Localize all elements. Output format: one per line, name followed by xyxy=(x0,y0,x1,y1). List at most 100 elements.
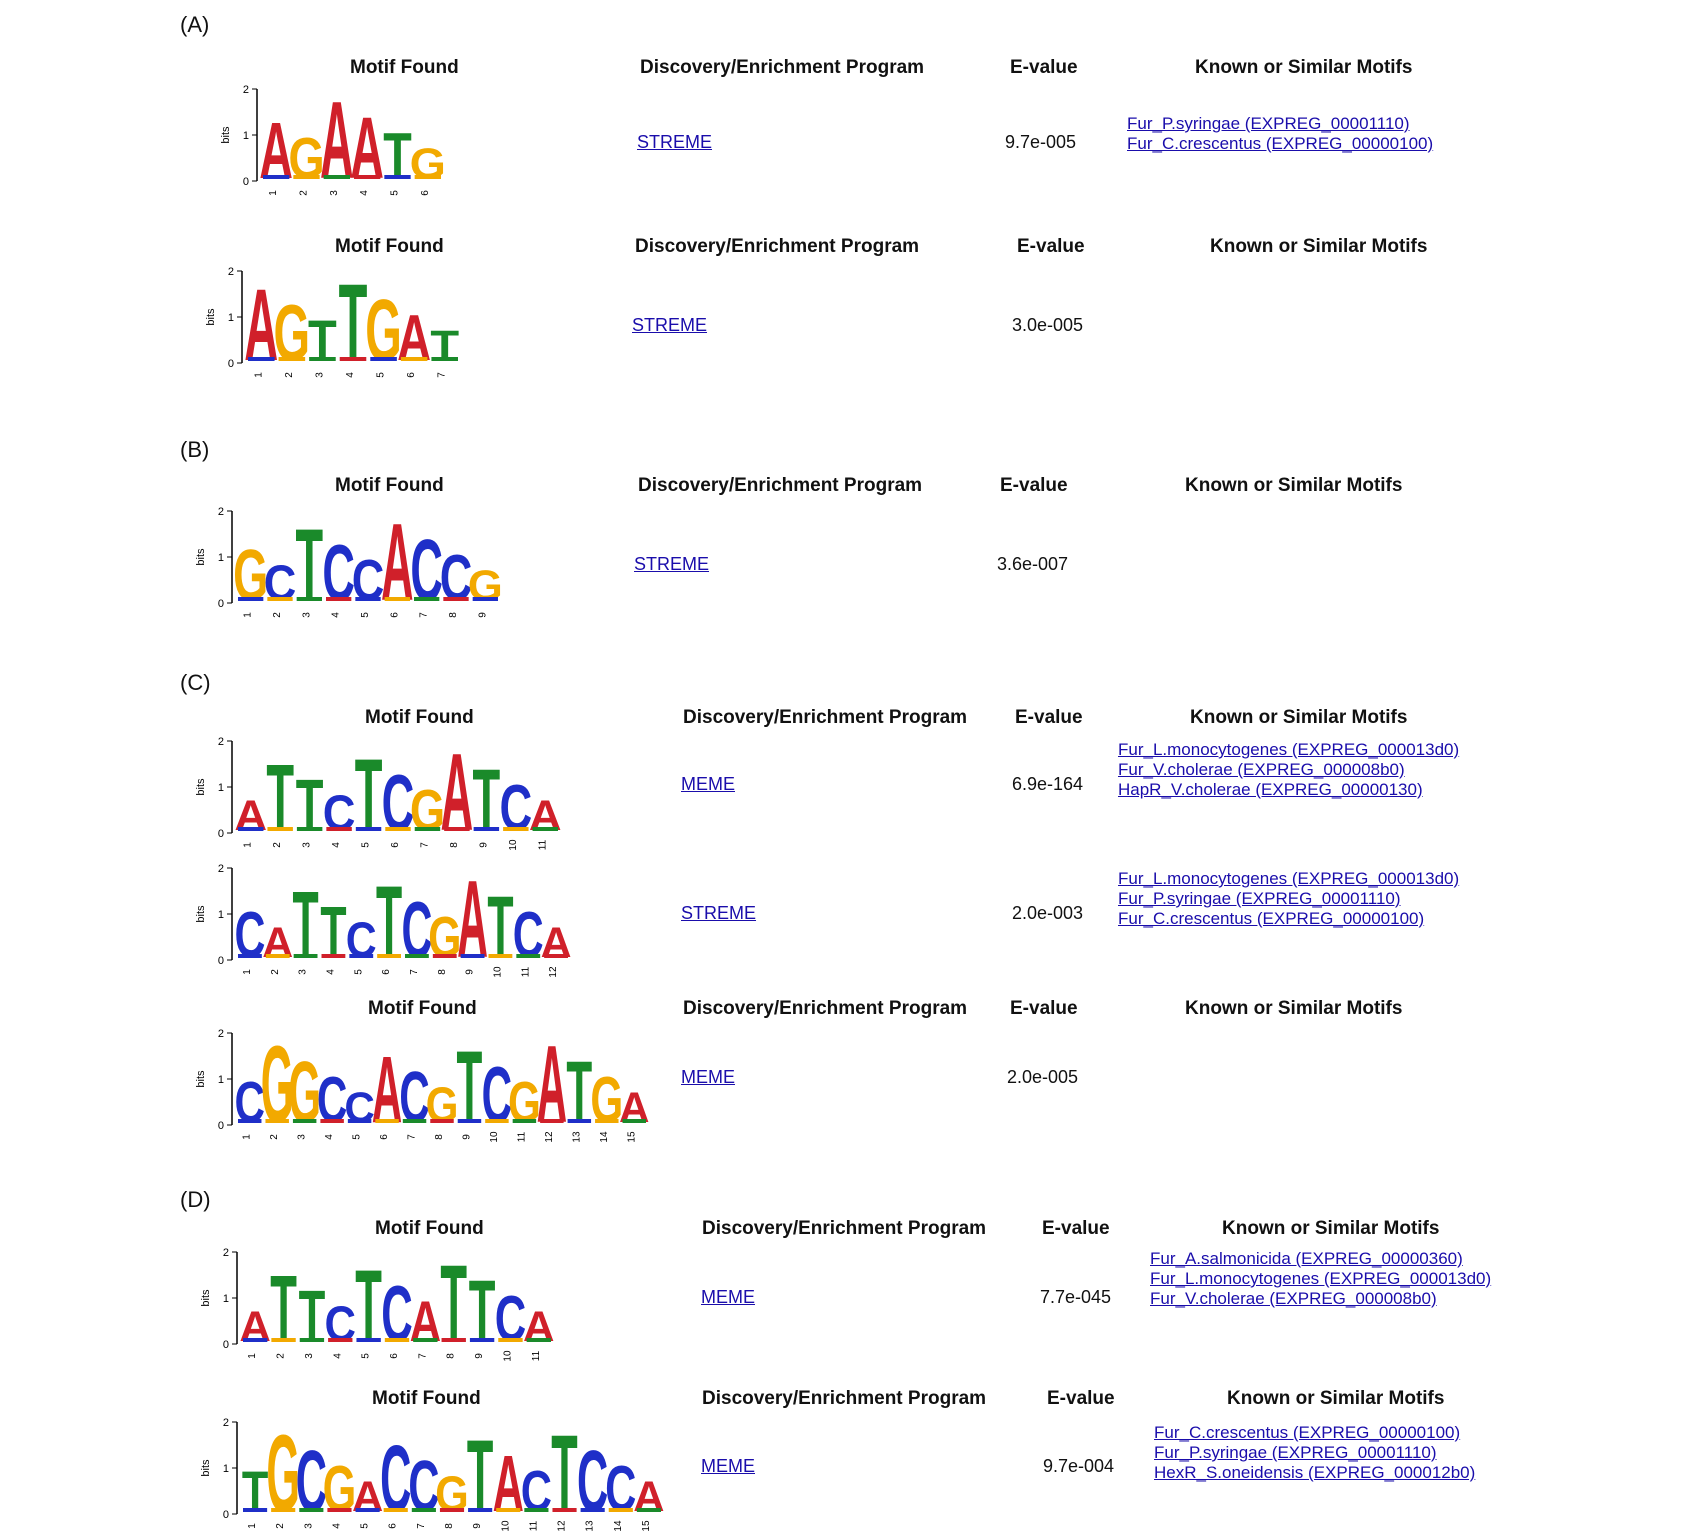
position-label: 6 xyxy=(389,612,400,618)
program-link[interactable]: STREME xyxy=(637,132,713,152)
position-label: 9 xyxy=(461,1134,472,1140)
logo-minor-letter xyxy=(414,827,441,831)
logo-minor-letter xyxy=(238,597,264,601)
logo-minor-letter xyxy=(320,1119,344,1123)
logo-minor-letter xyxy=(384,1338,410,1342)
y-tick-label: 0 xyxy=(218,1120,224,1132)
position-label: 2 xyxy=(299,190,310,196)
logo-minor-letter xyxy=(299,1508,324,1512)
program-link[interactable]: MEME xyxy=(681,774,735,794)
position-label: 11 xyxy=(537,839,548,850)
position-label: 2 xyxy=(269,1134,280,1140)
known-motifs-list: Fur_P.syringae (EXPREG_00001110) Fur_C.cr… xyxy=(1127,114,1433,154)
logo-minor-letter xyxy=(356,1338,381,1342)
position-label: 2 xyxy=(276,1353,287,1359)
known-motif-link[interactable]: Fur_P.syringae (EXPREG_00001110) xyxy=(1127,114,1410,133)
logo-minor-letter xyxy=(326,827,352,831)
logo-letter: T xyxy=(355,1249,382,1363)
logo-minor-letter xyxy=(636,1508,661,1512)
program-link[interactable]: MEME xyxy=(701,1456,755,1476)
program-link[interactable]: STREME xyxy=(632,315,708,335)
known-motif-link[interactable]: HapR_V.cholerae (EXPREG_00000130) xyxy=(1118,780,1423,799)
position-label: 1 xyxy=(243,842,254,848)
logo-minor-letter xyxy=(405,954,429,958)
position-label: 14 xyxy=(599,1131,610,1143)
logo-minor-letter xyxy=(414,597,440,601)
logo-letter: T xyxy=(296,508,324,622)
header-known: Known or Similar Motifs xyxy=(1185,998,1403,1019)
position-label: 1 xyxy=(268,190,279,196)
position-label: 4 xyxy=(331,1523,342,1529)
header-motif: Motif Found xyxy=(335,475,444,496)
evalue-text: 3.0e-005 xyxy=(1012,315,1084,335)
logo-minor-letter xyxy=(243,1508,268,1512)
position-label: 6 xyxy=(388,1523,399,1529)
known-motif-link[interactable]: Fur_C.crescentus (EXPREG_00000100) xyxy=(1118,909,1425,928)
known-motif-link[interactable]: Fur_L.monocytogenes (EXPREG_000013d0) xyxy=(1150,1269,1492,1288)
y-tick-label: 0 xyxy=(228,358,234,370)
known-motif-link[interactable]: Fur_A.salmonicida (EXPREG_00000360) xyxy=(1150,1249,1463,1268)
position-label: 7 xyxy=(419,842,430,848)
logo-letter: A xyxy=(262,919,293,967)
logo-minor-letter xyxy=(444,827,470,831)
evalue-text: 9.7e-005 xyxy=(1005,132,1077,152)
y-tick-label: 2 xyxy=(218,1028,224,1040)
logo-letter: T xyxy=(320,891,346,973)
position-label: 3 xyxy=(297,1134,308,1140)
position-label: 4 xyxy=(331,842,342,848)
logo-letter: C xyxy=(325,1295,357,1352)
program-link[interactable]: STREME xyxy=(634,554,710,574)
y-axis-label: bits xyxy=(220,126,232,144)
known-motif-link[interactable]: Fur_C.crescentus (EXPREG_00000100) xyxy=(1127,134,1434,153)
y-tick-label: 2 xyxy=(223,1247,229,1259)
position-label: 5 xyxy=(353,969,364,975)
logo-letter: C xyxy=(440,541,473,614)
position-label: 2 xyxy=(284,372,295,378)
logo-minor-letter xyxy=(271,1338,296,1342)
logo-minor-letter xyxy=(439,1508,465,1512)
header-program: Discovery/Enrichment Program xyxy=(638,475,923,496)
position-label: 4 xyxy=(325,969,336,975)
known-motif-link[interactable]: Fur_P.syringae (EXPREG_00001110) xyxy=(1118,889,1401,908)
position-label: 8 xyxy=(437,969,448,975)
logo-letter: G xyxy=(410,139,446,188)
position-label: 7 xyxy=(407,1134,418,1140)
logo-letter: C xyxy=(408,1445,439,1526)
logo-minor-letter xyxy=(238,954,262,958)
logo-minor-letter xyxy=(567,1119,592,1123)
header-motif: Motif Found xyxy=(368,998,477,1019)
position-label: 1 xyxy=(247,1353,258,1359)
known-motif-link[interactable]: Fur_V.cholerae (EXPREG_000008b0) xyxy=(1118,760,1405,779)
program-link[interactable]: MEME xyxy=(681,1067,735,1087)
logo-letter: A xyxy=(523,1303,555,1351)
program-link[interactable]: MEME xyxy=(701,1287,755,1307)
logo-minor-letter xyxy=(271,1508,296,1512)
position-label: 9 xyxy=(474,1353,485,1359)
program-link[interactable]: STREME xyxy=(681,903,757,923)
known-motif-link[interactable]: Fur_V.cholerae (EXPREG_000008b0) xyxy=(1150,1289,1437,1308)
position-label: 2 xyxy=(272,842,283,848)
position-label: 4 xyxy=(331,612,342,618)
header-known: Known or Similar Motifs xyxy=(1190,707,1408,728)
header-known: Known or Similar Motifs xyxy=(1222,1218,1440,1239)
position-label: 6 xyxy=(389,1353,400,1359)
known-motif-link[interactable]: Fur_L.monocytogenes (EXPREG_000013d0) xyxy=(1118,869,1460,888)
y-tick-label: 2 xyxy=(218,863,224,875)
logo-minor-letter xyxy=(293,954,318,958)
logo-minor-letter xyxy=(595,1119,619,1123)
logo-letter: A xyxy=(541,919,572,967)
logo-letter: A xyxy=(259,106,293,195)
position-label: 2 xyxy=(270,969,281,975)
header-motif: Motif Found xyxy=(372,1388,481,1409)
logo-letter: G xyxy=(365,282,402,379)
logo-minor-letter xyxy=(377,954,401,958)
known-motif-link[interactable]: Fur_P.syringae (EXPREG_00001110) xyxy=(1154,1443,1437,1462)
position-label: 1 xyxy=(243,612,254,618)
known-motif-link[interactable]: Fur_L.monocytogenes (EXPREG_000013d0) xyxy=(1118,740,1460,759)
header-known: Known or Similar Motifs xyxy=(1195,57,1413,78)
position-label: 10 xyxy=(500,1520,511,1532)
position-label: 3 xyxy=(303,1523,314,1529)
known-motif-link[interactable]: HexR_S.oneidensis (EXPREG_000012b0) xyxy=(1154,1463,1476,1482)
known-motif-link[interactable]: Fur_C.crescentus (EXPREG_00000100) xyxy=(1154,1423,1461,1442)
